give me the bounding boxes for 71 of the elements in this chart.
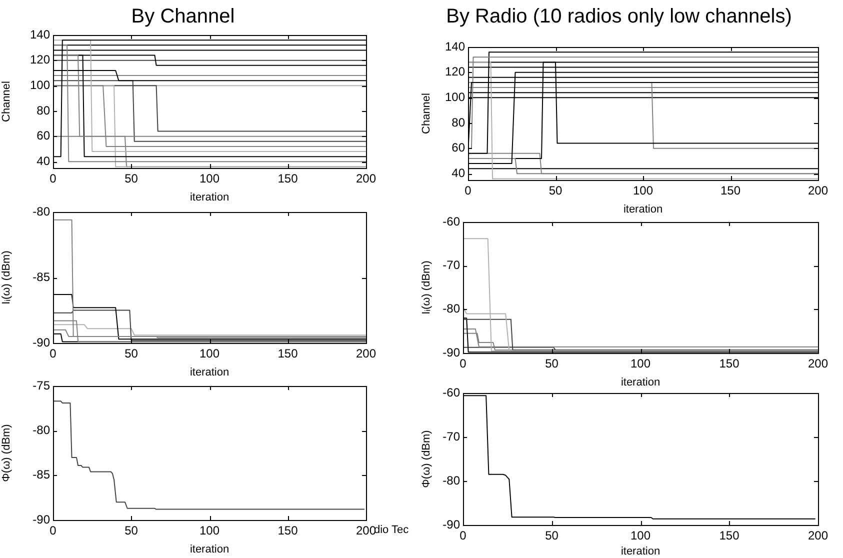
x-tick-label: 200 xyxy=(808,356,828,371)
x-axis-title: iteration xyxy=(190,191,230,204)
x-tick-label: 150 xyxy=(278,524,298,538)
x-tick-label: 0 xyxy=(50,172,57,186)
x-tick-label: 200 xyxy=(356,346,376,361)
x-tick-label: 100 xyxy=(630,528,651,543)
x-tick-label: 50 xyxy=(548,184,562,198)
x-tick-label: 150 xyxy=(278,346,298,361)
y-axis-title: Φ(ω) (dBm) xyxy=(0,424,13,482)
x-tick-label: 0 xyxy=(460,528,467,543)
y-tick-label: 40 xyxy=(452,166,466,180)
x-tick-label: 100 xyxy=(199,172,220,186)
y-tick-label: -80 xyxy=(32,422,50,437)
x-tick-label: 150 xyxy=(278,172,298,186)
y-tick-label: -70 xyxy=(442,258,460,272)
x-tick-label: 0 xyxy=(50,346,57,361)
y-axis-title: Φ(ω) (dBm) xyxy=(420,430,433,488)
x-tick-label: 200 xyxy=(356,524,376,538)
y-tick-label: -80 xyxy=(442,473,460,488)
y-tick-label: -80 xyxy=(32,204,50,218)
y-tick-label: -75 xyxy=(32,378,50,392)
y-tick-label: 40 xyxy=(36,154,50,168)
y-tick-label: 120 xyxy=(444,64,466,79)
x-tick-label: 50 xyxy=(545,356,559,371)
x-tick-label: 100 xyxy=(199,346,220,361)
x-axis-title: iteration xyxy=(190,366,230,378)
y-axis-title: Iᵢ(ω) (dBm) xyxy=(0,250,13,304)
y-tick-label: -90 xyxy=(442,517,460,532)
chart-title: By Radio (10 radios only low channels) xyxy=(446,6,792,28)
y-tick-label: -90 xyxy=(32,335,50,350)
x-tick-label: 150 xyxy=(719,528,740,543)
x-axis-title: iteration xyxy=(620,376,660,388)
y-tick-label: -80 xyxy=(442,302,460,316)
y-axis-title: Channel xyxy=(0,81,13,122)
y-tick-label: -90 xyxy=(442,345,460,360)
y-tick-label: 80 xyxy=(452,115,466,130)
y-tick-label: 100 xyxy=(30,78,50,92)
x-tick-label: 100 xyxy=(199,524,220,538)
y-tick-label: 80 xyxy=(36,103,50,118)
y-tick-label: -60 xyxy=(442,214,460,228)
x-tick-label: 50 xyxy=(124,172,138,186)
y-tick-label: -85 xyxy=(32,468,50,482)
x-tick-label: 100 xyxy=(632,184,654,198)
x-tick-label: 50 xyxy=(124,524,138,538)
x-tick-label: 0 xyxy=(464,184,472,198)
x-tick-label: 50 xyxy=(545,528,559,543)
x-tick-label: 0 xyxy=(50,524,57,538)
y-tick-label: 100 xyxy=(444,90,466,104)
y-tick-label: -90 xyxy=(32,512,50,526)
y-tick-label: -85 xyxy=(32,270,50,284)
chart-title: By Channel xyxy=(131,6,235,28)
y-tick-label: -70 xyxy=(442,429,460,444)
x-axis-title: iteration xyxy=(620,545,660,558)
y-axis-title: Channel xyxy=(420,93,433,134)
y-tick-label: -60 xyxy=(442,385,460,400)
x-tick-label: 150 xyxy=(720,184,741,198)
x-tick-label: 200 xyxy=(808,184,828,198)
x-axis-title: iteration xyxy=(623,203,663,216)
y-tick-label: 140 xyxy=(30,27,50,42)
y-tick-label: 120 xyxy=(30,52,50,67)
x-axis-title: iteration xyxy=(190,543,230,556)
x-tick-label: 200 xyxy=(808,528,828,543)
x-tick-label: 200 xyxy=(356,172,376,186)
y-axis-title: Iᵢ(ω) (dBm) xyxy=(420,260,433,314)
y-tick-label: 140 xyxy=(444,39,466,54)
x-tick-label: 0 xyxy=(460,356,467,371)
y-tick-label: 60 xyxy=(452,140,466,155)
x-tick-label: 150 xyxy=(719,356,740,371)
x-tick-label: 50 xyxy=(124,346,138,361)
x-tick-label: 100 xyxy=(630,356,651,371)
y-tick-label: 60 xyxy=(36,128,50,143)
